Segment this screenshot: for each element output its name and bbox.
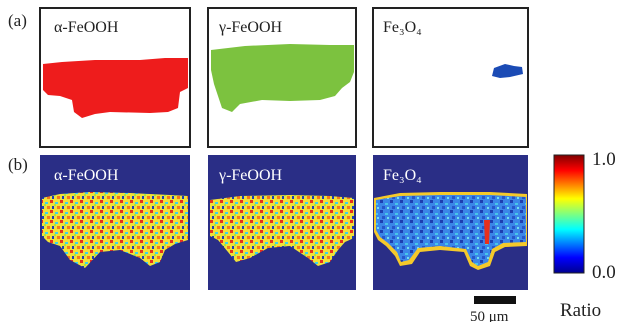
panel-title: Fe₃O₄: [383, 19, 422, 36]
row-a-label: (a): [8, 11, 27, 30]
panel-a-gamma-feooh: γ-FeOOH: [207, 7, 357, 148]
fe3o4-region: [492, 64, 523, 78]
colorbar-gradient: [553, 154, 585, 274]
colorbar: 1.0 0.0 Ratio: [553, 149, 616, 321]
panel-title: α-FeOOH: [54, 19, 119, 36]
fe3o4-high-ratio-streak: [484, 220, 490, 244]
panel-b-fe3o4: Fe₃O₄: [373, 155, 528, 290]
colorbar-min-label: 0.0: [592, 262, 616, 283]
gamma-feooh-region: [211, 44, 354, 112]
colorbar-title: Ratio: [560, 300, 601, 321]
fe3o4-ratio-map: [376, 195, 526, 266]
panel-title: γ-FeOOH: [218, 167, 283, 184]
scale-bar-line: [474, 296, 516, 304]
alpha-feooh-region: [43, 58, 188, 118]
alpha-ratio-map: [42, 192, 188, 268]
panel-title: Fe₃O₄: [383, 167, 422, 184]
panel-title: γ-FeOOH: [218, 19, 283, 36]
panel-title: α-FeOOH: [54, 167, 119, 184]
panel-b-gamma-feooh: γ-FeOOH: [208, 155, 356, 290]
scale-bar-label: 50 μm: [470, 309, 509, 322]
panel-a-fe3o4: Fe₃O₄: [372, 7, 529, 148]
panel-a-alpha-feooh: α-FeOOH: [39, 7, 191, 148]
colorbar-max-label: 1.0: [592, 149, 616, 170]
panel-b-alpha-feooh: α-FeOOH: [40, 155, 190, 290]
row-b-label: (b): [8, 155, 28, 174]
scale-bar: 50 μm: [470, 296, 516, 322]
gamma-ratio-map: [210, 195, 354, 266]
